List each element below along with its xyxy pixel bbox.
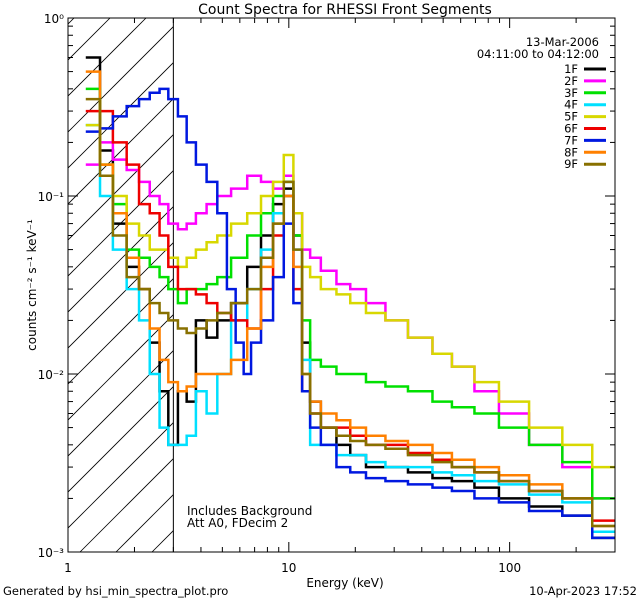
y-tick-label: 10⁻¹	[38, 190, 65, 204]
hatch-line	[68, 26, 174, 133]
footer-generated-by: Generated by hsi_min_spectra_plot.pro	[3, 584, 228, 598]
x-axis-label: Energy (keV)	[306, 576, 383, 590]
x-tick-label: 100	[498, 561, 521, 575]
x-tick-label: 10	[281, 561, 296, 575]
series-line-9F	[85, 97, 615, 528]
hatch-line	[68, 62, 174, 169]
background-note: Includes Background	[187, 504, 312, 518]
date-label: 13-Mar-2006	[526, 35, 599, 49]
legend-label: 5F	[564, 110, 578, 124]
series-line-4F	[85, 123, 615, 533]
legend-label: 4F	[564, 98, 578, 112]
legend-label: 9F	[564, 157, 578, 171]
series-line-7F	[85, 87, 615, 540]
hatch-line	[68, 206, 174, 313]
legend-label: 6F	[564, 122, 578, 136]
x-axis: 1 10 100	[64, 18, 616, 575]
hatch-line	[68, 386, 174, 493]
attenuator-note: Att A0, FDecim 2	[187, 516, 288, 530]
legend-label: 8F	[564, 145, 578, 159]
background-hatch-region	[68, 18, 174, 552]
series-line-8F	[85, 70, 615, 528]
y-tick-label: 10⁻²	[38, 368, 65, 382]
plot-frame	[67, 17, 616, 553]
hatch-line	[68, 18, 147, 97]
hatch-line	[68, 242, 174, 349]
x-tick-label: 1	[64, 561, 72, 575]
hatch-line	[68, 422, 174, 529]
y-axis-label: counts cm⁻² s⁻¹ keV⁻¹	[25, 219, 39, 351]
legend-label: 3F	[564, 86, 578, 100]
hatch-line	[68, 170, 174, 277]
legend-label: 7F	[564, 133, 578, 147]
time-range-label: 04:11:00 to 04:12:00	[477, 47, 599, 61]
series-line-5F	[85, 123, 615, 469]
legend-label: 2F	[564, 74, 578, 88]
chart-title: Count Spectra for RHESSI Front Segments	[198, 2, 492, 18]
series-layer	[85, 56, 615, 540]
y-tick-label: 10⁻³	[38, 546, 65, 560]
y-tick-label: 10⁰	[44, 12, 64, 26]
footer-timestamp: 10-Apr-2023 17:52	[529, 584, 637, 598]
legend-label: 1F	[564, 62, 578, 76]
y-axis: 10⁰ 10⁻¹ 10⁻² 10⁻³	[38, 12, 615, 560]
